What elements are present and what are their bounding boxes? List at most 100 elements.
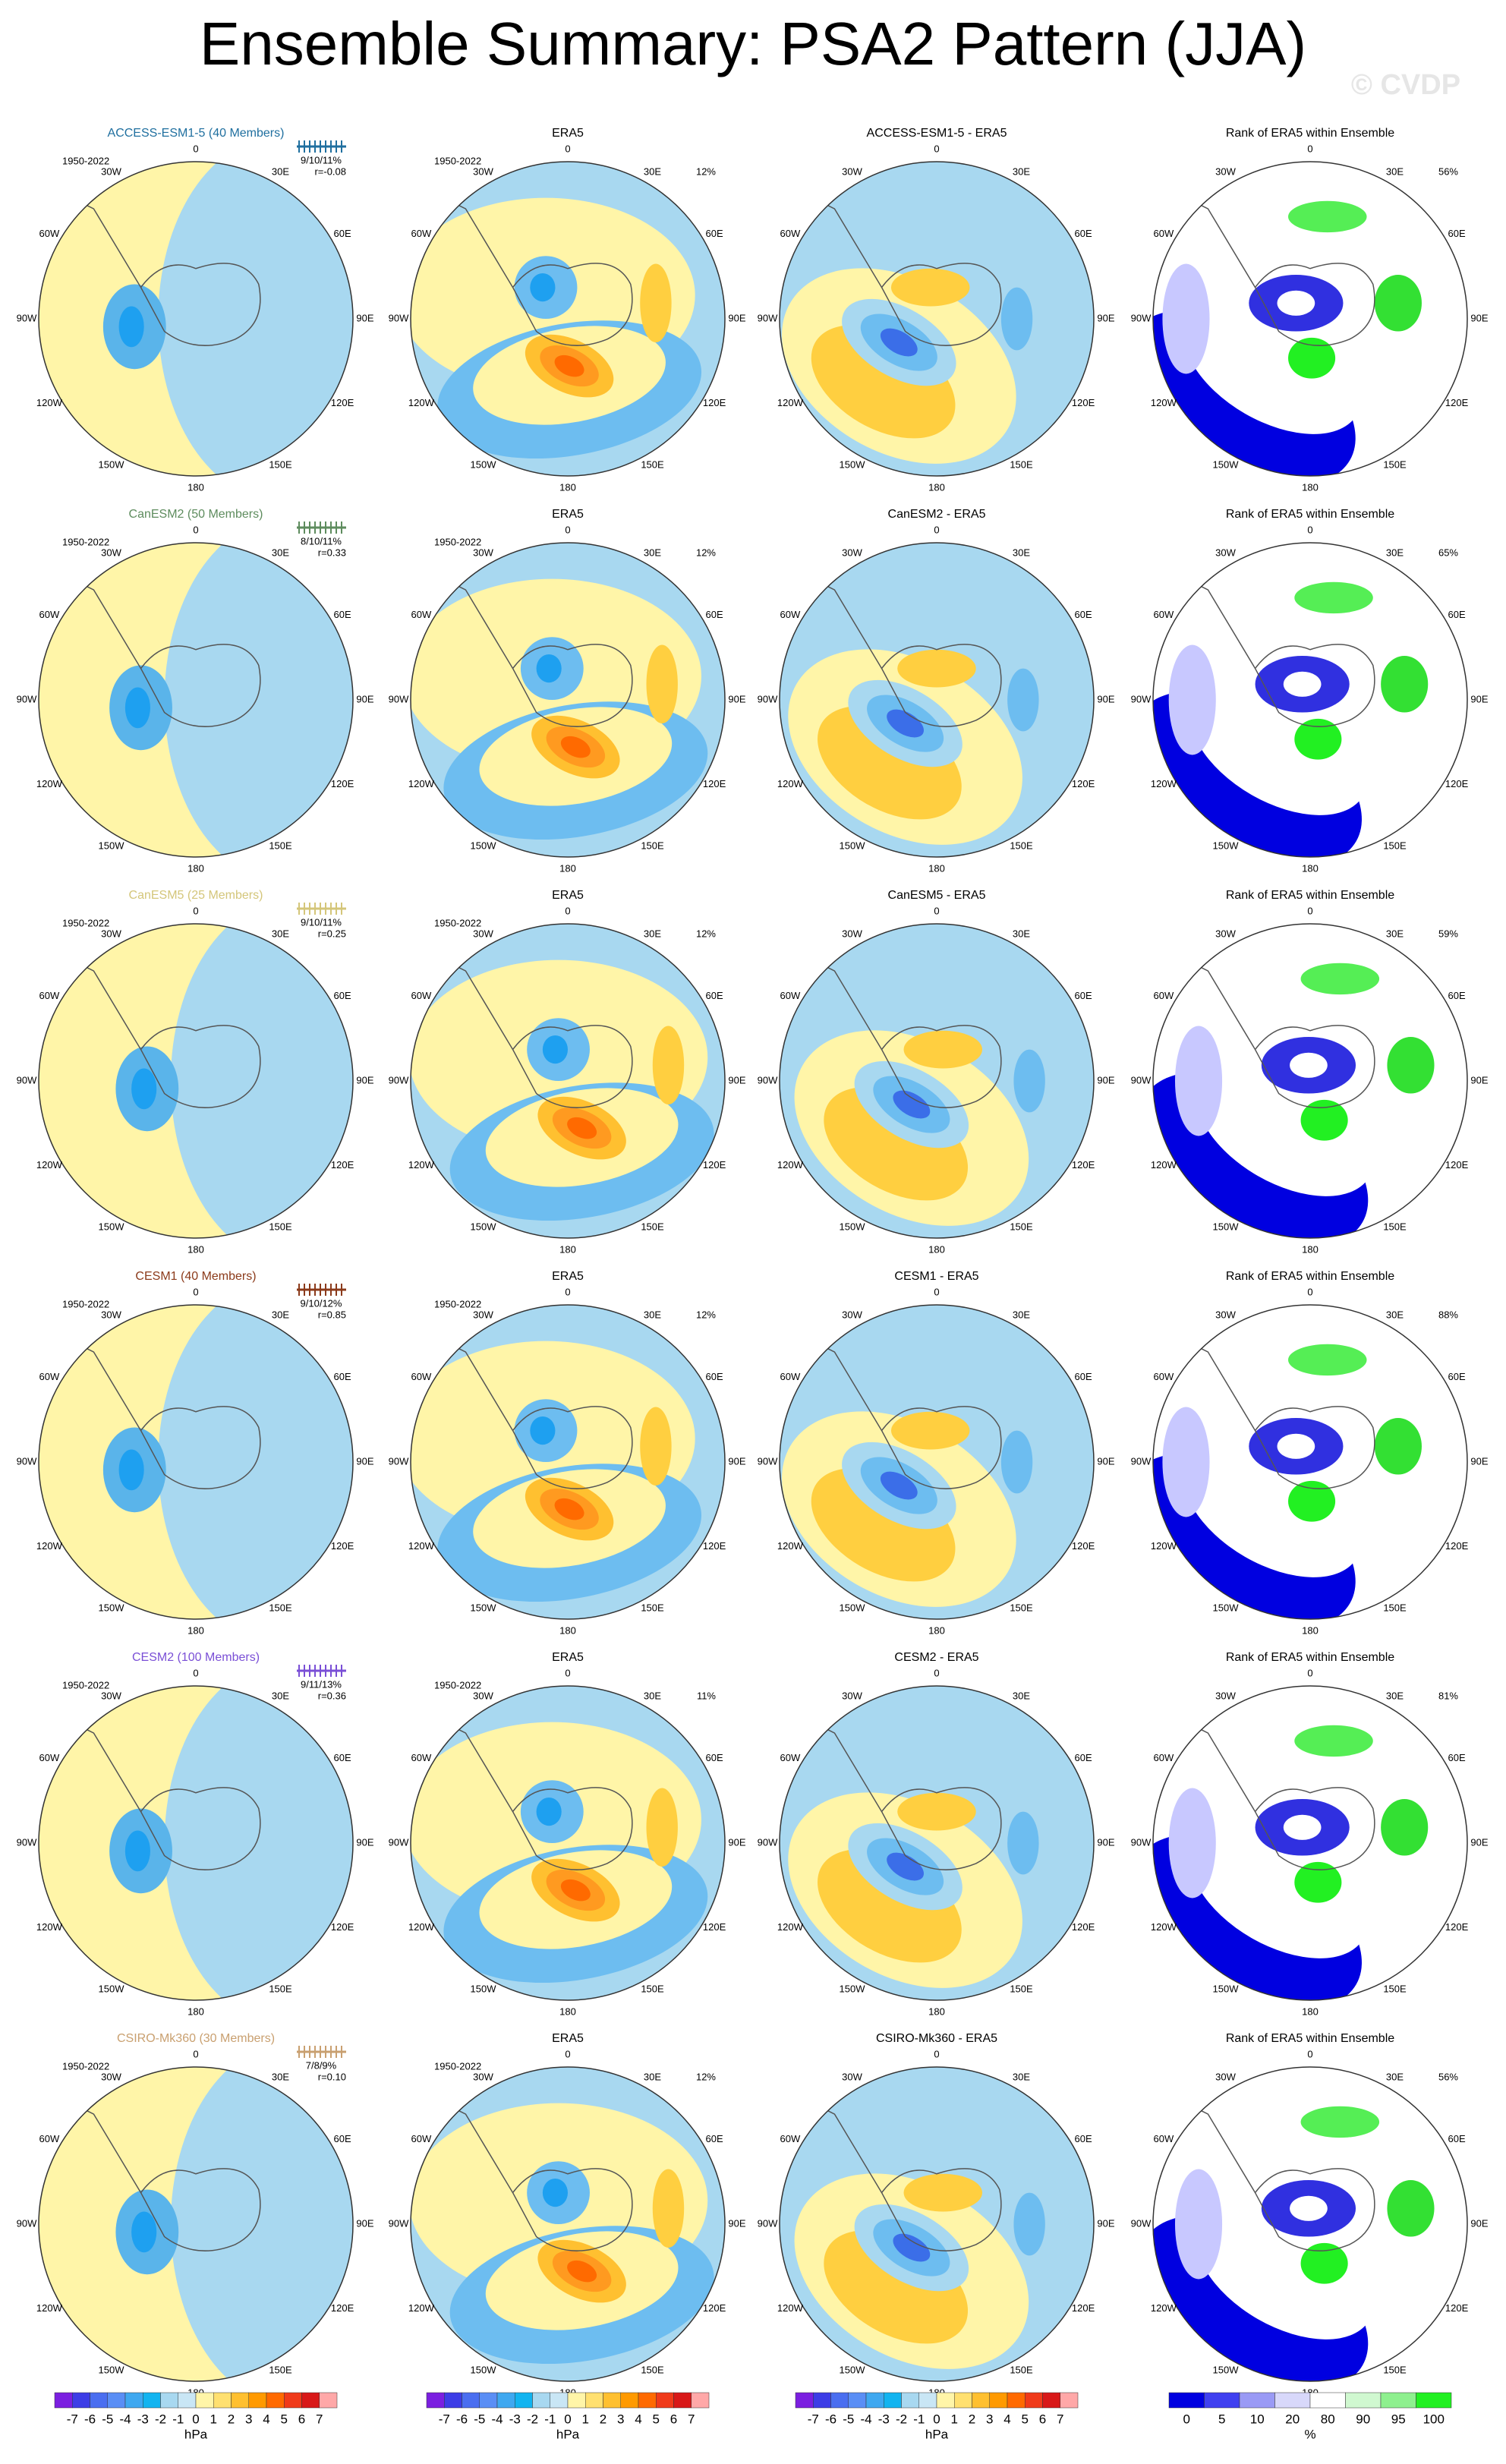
colorbar-unit: hPa [925,2427,949,2441]
longitude-label: 150E [269,1221,292,1233]
field-region [1174,1026,1223,1136]
longitude-label: 60E [706,228,723,239]
longitude-label: 60E [1448,228,1466,239]
colorbar-swatch [107,2392,126,2409]
longitude-label: 150E [1383,2365,1407,2376]
colorbar-swatch [231,2392,249,2409]
colorbar-swatch [585,2392,603,2409]
longitude-label: 30W [842,928,862,939]
longitude-label: 120W [1151,1921,1177,1933]
longitude-label: 150E [269,2365,292,2376]
longitude-label: 150W [1213,1983,1240,1995]
watermark: © CVDP [1351,69,1460,101]
figure-title: Ensemble Summary: PSA2 Pattern (JJA) [200,10,1306,77]
longitude-label: 90W [1131,1074,1152,1085]
longitude-label: 90E [1097,1836,1114,1848]
longitude-label: 0 [565,524,570,535]
colorbar-swatch [936,2392,955,2409]
longitude-label: 60E [1075,228,1092,239]
longitude-label: 60W [780,1752,801,1763]
longitude-label: 0 [193,2048,198,2059]
colorbar-tick-label: 0 [564,2412,571,2426]
longitude-label: 0 [1307,2048,1312,2059]
field-region [1300,2242,1348,2284]
map-field [411,543,725,857]
longitude-label: 30E [1013,2071,1030,2082]
longitude-label: 60W [780,990,801,1001]
field-region [1174,2169,1223,2280]
colorbar-tick-label: 2 [600,2412,606,2426]
map-outline [1152,1685,1468,2001]
colorbar-tick-label: -4 [491,2412,503,2426]
longitude-label: 30W [1215,2071,1236,2082]
correlation-label: r=0.85 [318,1309,346,1320]
stats-label: 9/11/13% [301,1678,342,1690]
longitude-label: 30E [272,1309,289,1320]
colorbar-swatch [972,2392,990,2409]
longitude-label: 90E [1470,1836,1488,1848]
field-region [646,1788,678,1867]
longitude-label: 60W [780,2133,801,2144]
longitude-label: 120E [1445,1921,1469,1933]
longitude-label: 120W [1151,778,1177,789]
colorbar-swatch [656,2392,674,2409]
longitude-label: 60W [411,1752,432,1763]
colorbar-tick-label: -3 [509,2412,521,2426]
colorbar-tick-label: -1 [913,2412,925,2426]
longitude-label: 60E [706,990,723,1001]
field-region [554,354,584,377]
map-field [39,162,353,476]
longitude-label: 0 [193,905,198,916]
field-region [1007,1811,1039,1875]
longitude-label: 120W [36,397,63,408]
map-field [39,543,353,857]
longitude-label: 30W [473,1690,493,1701]
longitude-label: 30W [473,928,493,939]
map-field [411,1305,725,1619]
longitude-label: 120E [331,397,354,408]
longitude-label: 0 [193,1286,198,1297]
field-region [897,649,976,688]
longitude-label: 30E [272,165,289,177]
colorbar-swatch [532,2392,550,2409]
field-region [1294,1861,1342,1903]
longitude-label: 90W [758,312,778,323]
longitude-label: 90E [1097,1455,1114,1467]
field-region [530,273,556,302]
field-region [1381,1799,1429,1856]
longitude-label: 30W [842,2071,862,2082]
map-field [1153,924,1467,1238]
field-region [118,1449,144,1491]
map-field [39,1686,353,2000]
map-field [780,1305,1094,1619]
field-region [1374,1418,1422,1475]
panel-title: ERA5 [552,1270,584,1283]
field-region [880,328,918,357]
colorbar-swatch [884,2392,902,2409]
longitude-label: 60E [1448,2133,1466,2144]
longitude-label: 120W [36,778,63,789]
colorbar-tick-label: 1 [951,2412,958,2426]
longitude-label: 30E [272,2071,289,2082]
longitude-label: 150W [840,840,866,852]
longitude-label: 60W [411,1371,432,1382]
longitude-label: 30E [1386,1309,1404,1320]
map-outline [1152,542,1468,858]
longitude-label: 60W [39,1371,60,1382]
longitude-label: 120E [1072,2302,1095,2314]
colorbar-swatch [795,2392,814,2409]
longitude-label: 120E [1445,1159,1469,1171]
longitude-label: 30E [1386,1690,1404,1701]
longitude-label: 120W [1151,1159,1177,1171]
panel-title: CSIRO-Mk360 (30 Members) [117,2032,275,2045]
longitude-label: 30E [1386,165,1404,177]
period-label: 1950-2022 [434,155,481,166]
longitude-label: 180 [559,862,576,874]
longitude-label: 120E [703,778,726,789]
longitude-label: 150E [1383,1221,1407,1233]
longitude-label: 120E [703,1159,726,1171]
period-label: 1950-2022 [62,1298,109,1309]
longitude-label: 150W [471,2365,497,2376]
stats-label: 9/10/11% [301,154,342,165]
longitude-label: 0 [934,2048,939,2059]
